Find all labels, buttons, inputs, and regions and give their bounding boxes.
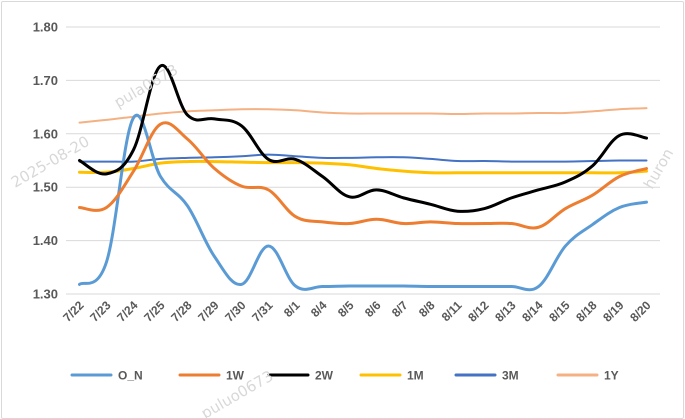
- series-line-on: [78, 113, 648, 292]
- y-tick-label: 1.70: [33, 73, 58, 88]
- x-tick-label: 8/14: [519, 298, 546, 325]
- x-tick-label: 8/12: [465, 298, 492, 325]
- x-tick-label: 8/7: [389, 298, 411, 320]
- x-tick-label: 8/8: [416, 298, 438, 320]
- y-tick-label: 1.60: [33, 126, 58, 141]
- legend: O_N 1W 2W 1M 3M 1Y: [70, 369, 619, 383]
- series-line-1w: [78, 121, 648, 230]
- x-tick-label: 7/29: [195, 298, 222, 325]
- legend-label: 1M: [407, 369, 424, 383]
- y-axis-ticks: 1.30 1.40 1.50 1.60 1.70 1.80: [33, 20, 58, 302]
- x-tick-label: 7/25: [141, 298, 168, 325]
- series-line-1y: [78, 107, 648, 124]
- watermark: 2025-08-20 pula0673 huron puluo0673: [8, 61, 677, 419]
- x-tick-label: 7/24: [114, 298, 141, 325]
- series-line-2w: [78, 64, 648, 213]
- x-tick-label: 7/23: [87, 298, 114, 325]
- x-tick-label: 7/31: [249, 298, 276, 325]
- x-tick-label: 8/5: [335, 298, 357, 320]
- x-tick-label: 7/28: [168, 298, 195, 325]
- gridlines: [66, 26, 660, 295]
- legend-label: 1W: [226, 369, 245, 383]
- legend-label: 2W: [315, 369, 334, 383]
- x-tick-label: 7/22: [60, 298, 87, 325]
- series-lines: [78, 64, 648, 292]
- x-tick-label: 8/20: [627, 298, 654, 325]
- series-line-1m: [78, 159, 648, 175]
- x-tick-label: 8/6: [362, 298, 384, 320]
- x-tick-label: 8/1: [281, 298, 303, 320]
- x-tick-label: 7/30: [222, 298, 249, 325]
- y-tick-label: 1.50: [33, 180, 58, 195]
- x-tick-label: 8/19: [600, 298, 627, 325]
- y-tick-label: 1.80: [33, 20, 58, 35]
- series-line-3m: [78, 153, 648, 163]
- x-tick-label: 8/15: [546, 298, 573, 325]
- y-tick-label: 1.30: [33, 287, 58, 302]
- legend-label: 1Y: [604, 369, 619, 383]
- x-axis-ticks: 7/22 7/23 7/24 7/25 7/28 7/29 7/30 7/31 8/1 8/4 8/…: [60, 298, 654, 325]
- x-tick-label: 8/11: [439, 298, 465, 324]
- legend-label: O_N: [118, 369, 143, 383]
- y-tick-label: 1.40: [33, 233, 58, 248]
- legend-label: 3M: [502, 369, 519, 383]
- x-tick-label: 8/13: [492, 298, 519, 325]
- x-tick-label: 8/4: [308, 298, 330, 320]
- x-tick-label: 8/18: [573, 298, 600, 325]
